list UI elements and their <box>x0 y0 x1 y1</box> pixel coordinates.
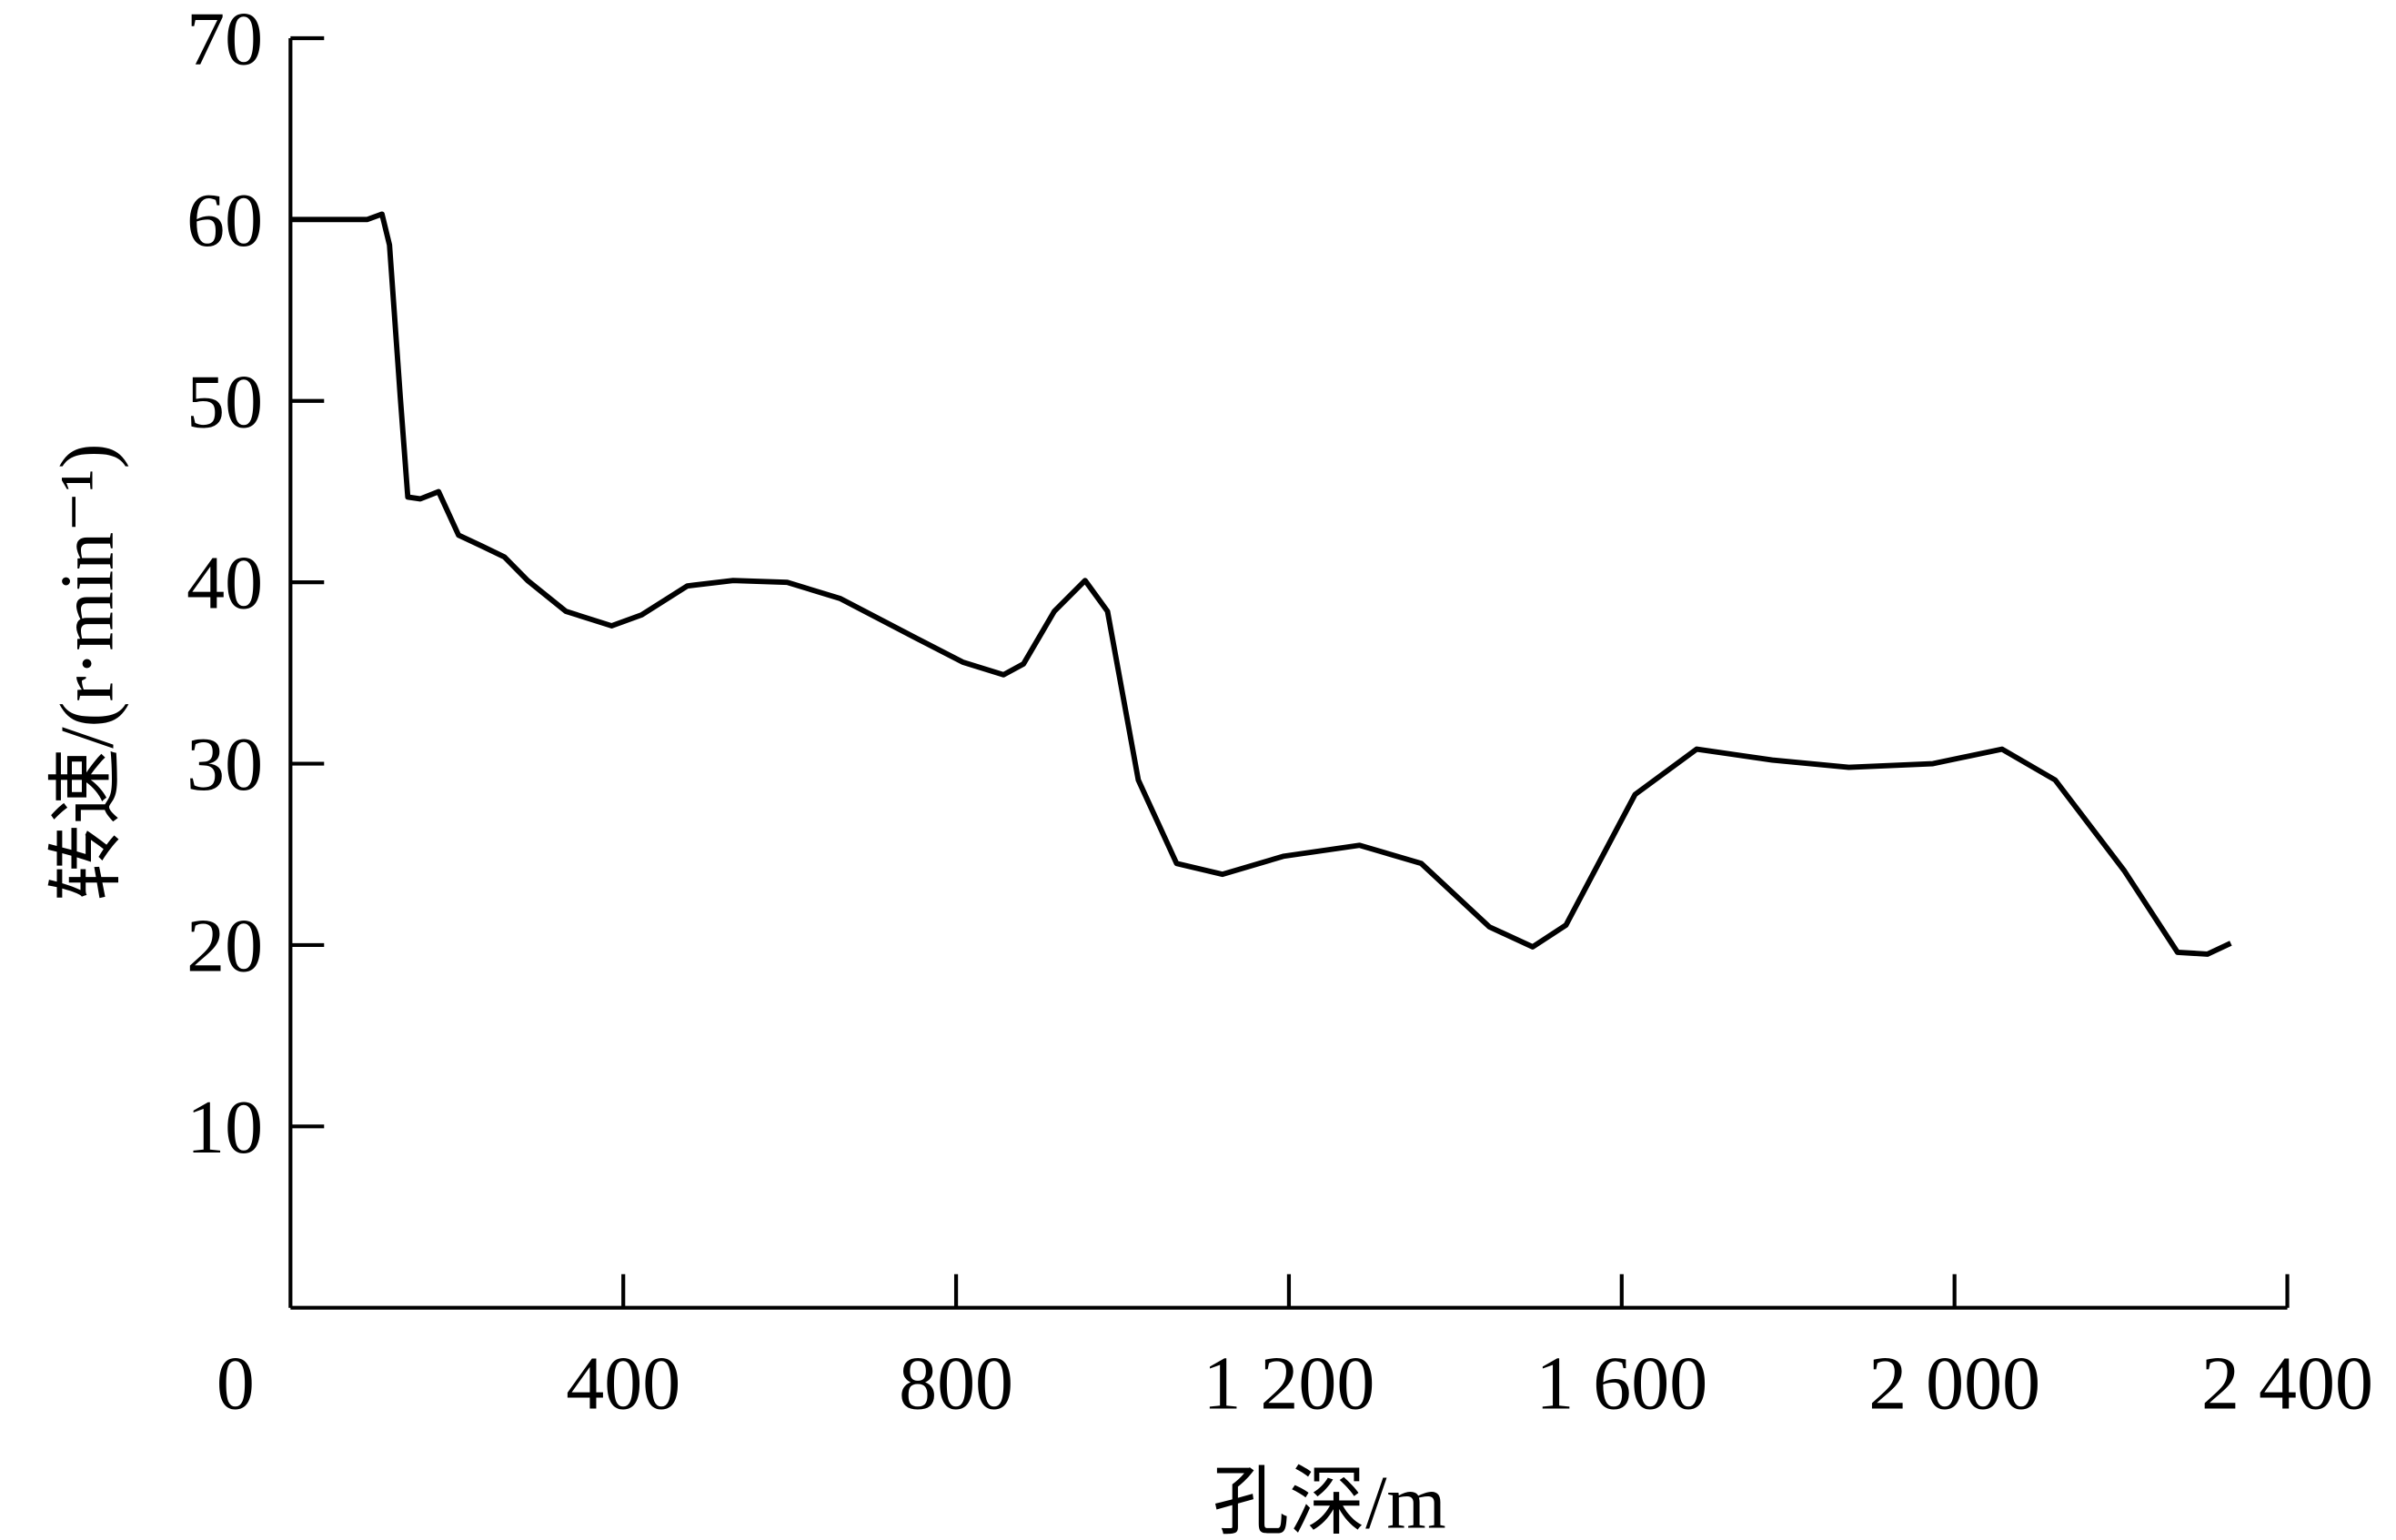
x-axis-label: 孔深/m <box>1213 1461 1446 1540</box>
y-tick-label: 50 <box>186 359 263 444</box>
y-tick-label: 10 <box>186 1085 263 1170</box>
y-axis-label: 转速/(r·min⁻¹) <box>45 443 130 901</box>
x-tick-label: 2 400 <box>2201 1342 2373 1426</box>
y-tick-label: 30 <box>186 722 263 807</box>
x-tick-label: 400 <box>566 1342 680 1426</box>
x-tick-label: 1 600 <box>1535 1342 1707 1426</box>
data-line <box>290 211 2232 957</box>
y-tick-label: 20 <box>186 903 263 988</box>
y-tick-label: 40 <box>186 541 263 626</box>
x-tick-label: 0 <box>216 1342 255 1426</box>
y-tick-label: 60 <box>186 178 263 263</box>
y-tick-label: 70 <box>186 0 263 82</box>
x-tick-label: 800 <box>899 1342 1013 1426</box>
x-tick-label: 1 200 <box>1203 1342 1374 1426</box>
x-tick-label: 2 000 <box>1868 1342 2040 1426</box>
